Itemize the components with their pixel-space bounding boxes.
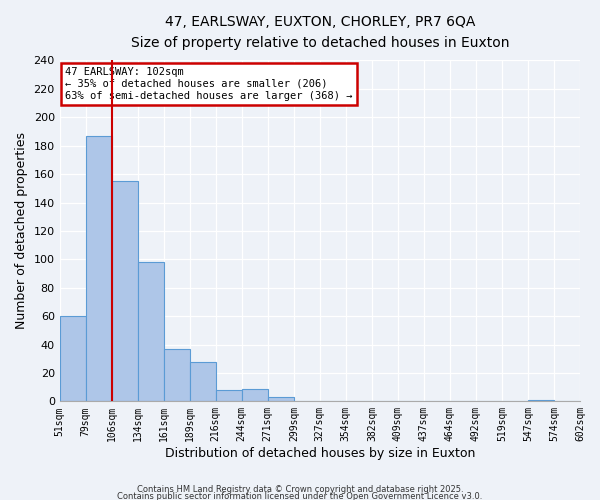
Bar — [242, 388, 268, 402]
Text: 47 EARLSWAY: 102sqm
← 35% of detached houses are smaller (206)
63% of semi-detac: 47 EARLSWAY: 102sqm ← 35% of detached ho… — [65, 68, 352, 100]
Bar — [112, 181, 138, 402]
Text: Contains HM Land Registry data © Crown copyright and database right 2025.: Contains HM Land Registry data © Crown c… — [137, 485, 463, 494]
Title: 47, EARLSWAY, EUXTON, CHORLEY, PR7 6QA
Size of property relative to detached hou: 47, EARLSWAY, EUXTON, CHORLEY, PR7 6QA S… — [131, 15, 509, 50]
Bar — [86, 136, 112, 402]
Bar — [59, 316, 86, 402]
Bar — [216, 390, 242, 402]
Bar — [268, 397, 294, 402]
Text: Contains public sector information licensed under the Open Government Licence v3: Contains public sector information licen… — [118, 492, 482, 500]
Bar — [164, 349, 190, 402]
X-axis label: Distribution of detached houses by size in Euxton: Distribution of detached houses by size … — [164, 447, 475, 460]
Bar — [190, 362, 216, 402]
Bar — [528, 400, 554, 402]
Bar — [138, 262, 164, 402]
Y-axis label: Number of detached properties: Number of detached properties — [15, 132, 28, 330]
